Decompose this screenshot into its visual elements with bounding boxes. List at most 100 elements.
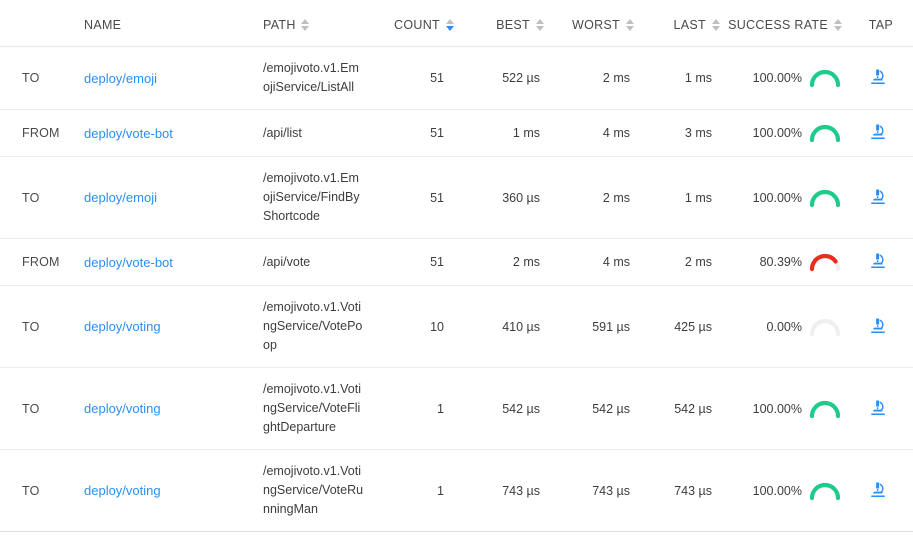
microscope-icon[interactable] (869, 68, 887, 86)
table-body: TO deploy/emoji/emojivoto.v1.EmojiService… (0, 46, 913, 532)
success-rate-value: 100.00% (752, 190, 802, 205)
resource-link[interactable]: deploy/vote-bot (84, 125, 173, 141)
cell-name: deploy/voting (84, 285, 263, 368)
sort-descending-icon[interactable] (711, 25, 720, 31)
resource-link[interactable]: deploy/emoji (84, 190, 157, 205)
cell-tap (856, 109, 913, 157)
sort-descending-icon[interactable] (301, 25, 310, 31)
tap-button[interactable] (868, 251, 888, 271)
microscope-icon[interactable] (869, 252, 887, 270)
cell-last: 542 µs (648, 367, 734, 450)
cell-count: 10 (383, 285, 468, 368)
cell-worst: 542 µs (558, 367, 648, 450)
cell-name: deploy/voting (84, 449, 263, 532)
column-header-label: NAME (84, 17, 122, 32)
tap-button[interactable] (868, 122, 888, 142)
cell-count: 51 (383, 109, 468, 157)
cell-success-rate: 100.00% (734, 449, 856, 532)
sort-ascending-icon[interactable] (833, 18, 842, 24)
sort-descending-icon[interactable] (535, 25, 544, 31)
cell-path: /emojivoto.v1.EmojiService/FindByShortco… (263, 156, 383, 239)
column-header-count[interactable]: COUNT (383, 0, 468, 47)
cell-count: 51 (383, 46, 468, 110)
sort-ascending-icon[interactable] (711, 18, 720, 24)
cell-last: 2 ms (648, 238, 734, 286)
cell-tap (856, 156, 913, 239)
sort-toggle-count[interactable] (445, 16, 454, 33)
resource-link[interactable]: deploy/voting (84, 483, 161, 498)
cell-success-rate: 0.00% (734, 285, 856, 368)
sort-ascending-icon[interactable] (535, 18, 544, 24)
cell-name: deploy/vote-bot (84, 238, 263, 286)
tap-button[interactable] (868, 67, 888, 87)
cell-count: 1 (383, 449, 468, 532)
cell-worst: 4 ms (558, 109, 648, 157)
cell-name: deploy/emoji (84, 46, 263, 110)
sort-toggle-last[interactable] (711, 16, 720, 33)
sort-toggle-best[interactable] (535, 16, 544, 33)
cell-tap (856, 449, 913, 532)
column-header-path[interactable]: PATH (263, 0, 383, 47)
sort-ascending-icon[interactable] (445, 18, 454, 24)
microscope-icon[interactable] (869, 317, 887, 335)
sort-descending-icon[interactable] (625, 25, 634, 31)
cell-tap (856, 238, 913, 286)
resource-link[interactable]: deploy/emoji (84, 70, 157, 86)
resource-link[interactable]: deploy/vote-bot (84, 254, 173, 270)
tap-button[interactable] (868, 187, 888, 207)
sort-ascending-icon[interactable] (625, 18, 634, 24)
success-rate-gauge-icon (809, 400, 841, 418)
tap-button[interactable] (868, 316, 888, 336)
cell-success-rate: 100.00% (734, 46, 856, 110)
column-header-name: NAME (84, 0, 263, 47)
cell-last: 3 ms (648, 109, 734, 157)
cell-worst: 743 µs (558, 449, 648, 532)
column-header-worst[interactable]: WORST (558, 0, 648, 47)
microscope-icon[interactable] (869, 188, 887, 206)
column-header-tap: TAP (856, 0, 913, 47)
column-header-label: LAST (673, 17, 706, 32)
cell-direction: TO (0, 156, 84, 239)
cell-last: 425 µs (648, 285, 734, 368)
tap-button[interactable] (868, 398, 888, 418)
cell-best: 522 µs (468, 46, 558, 110)
cell-direction: TO (0, 367, 84, 450)
table-row: TO deploy/emoji/emojivoto.v1.EmojiService… (0, 156, 913, 239)
cell-direction: FROM (0, 109, 84, 157)
microscope-icon[interactable] (869, 481, 887, 499)
success-rate-value: 100.00% (752, 483, 802, 498)
cell-best: 743 µs (468, 449, 558, 532)
cell-last: 743 µs (648, 449, 734, 532)
microscope-icon[interactable] (869, 123, 887, 141)
cell-best: 2 ms (468, 238, 558, 286)
cell-best: 360 µs (468, 156, 558, 239)
column-header-last[interactable]: LAST (648, 0, 734, 47)
column-header-best[interactable]: BEST (468, 0, 558, 47)
cell-worst: 2 ms (558, 46, 648, 110)
success-rate-value: 0.00% (766, 319, 802, 334)
sort-toggle-success_rate[interactable] (833, 16, 842, 33)
cell-best: 542 µs (468, 367, 558, 450)
cell-best: 410 µs (468, 285, 558, 368)
table-row: TO deploy/voting/emojivoto.v1.VotingServi… (0, 367, 913, 450)
sort-descending-icon[interactable] (445, 25, 454, 31)
cell-path: /emojivoto.v1.EmojiService/ListAll (263, 46, 383, 110)
tap-button[interactable] (868, 480, 888, 500)
column-header-label: TAP (868, 17, 893, 32)
table-header: NAME PATH COUNT BEST WORST LAST SUCCESS RATE TA… (0, 0, 913, 47)
success-rate-gauge-icon (809, 253, 841, 272)
cell-tap (856, 46, 913, 110)
resource-link[interactable]: deploy/voting (84, 401, 161, 416)
column-header-success_rate[interactable]: SUCCESS RATE (728, 0, 856, 47)
cell-direction: TO (0, 46, 84, 110)
sort-descending-icon[interactable] (833, 25, 842, 31)
cell-worst: 2 ms (558, 156, 648, 239)
success-rate-gauge-icon (809, 189, 841, 207)
sort-ascending-icon[interactable] (301, 18, 310, 24)
cell-name: deploy/emoji (84, 156, 263, 239)
sort-toggle-worst[interactable] (625, 16, 634, 33)
sort-toggle-path[interactable] (301, 16, 310, 33)
table-row: FROM deploy/vote-bot/api/vote 51 2 ms 4 ms 2 … (0, 238, 913, 286)
resource-link[interactable]: deploy/voting (84, 319, 161, 334)
microscope-icon[interactable] (869, 399, 887, 417)
